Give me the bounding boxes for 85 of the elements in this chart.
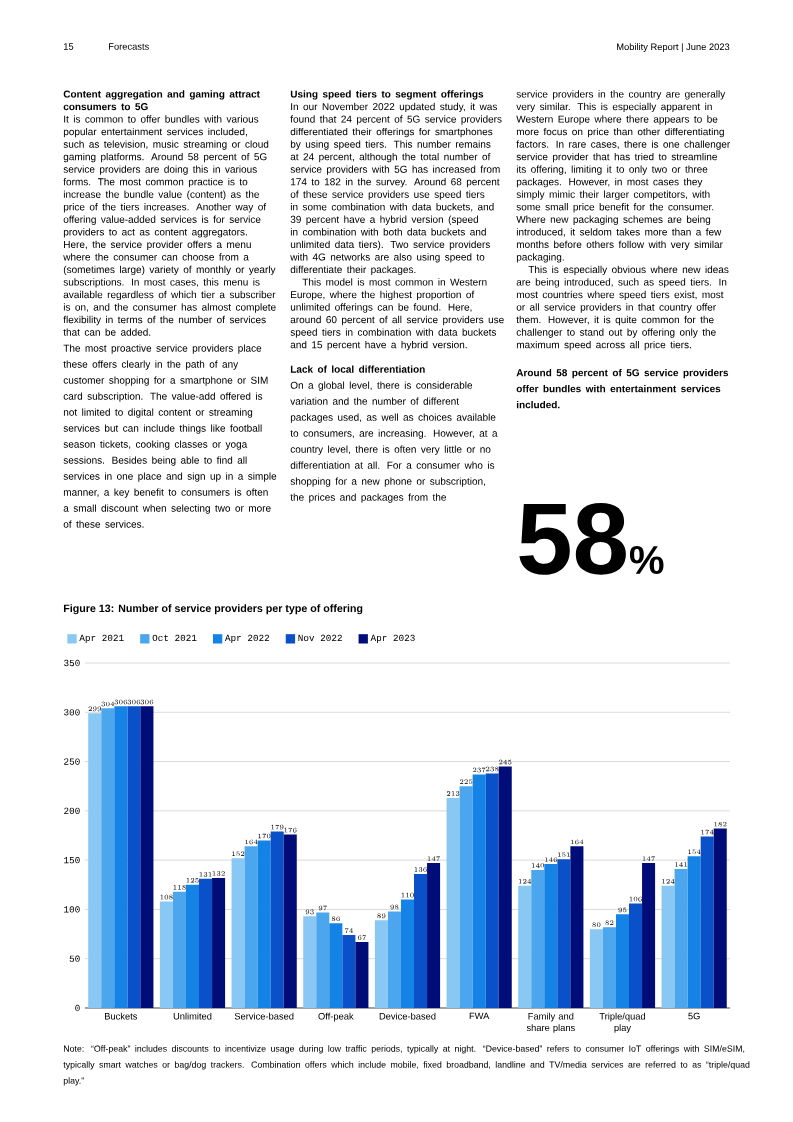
text: Note: “Off-peak” includes discounts to incentivize usage during low traffic periods, typically at night. “Device-based” refers to consumer IoT offerings with SIM/eSIM, typically smart watches or bag/dog trackers. Combination offers which include mobile, fixed broadband, landline and TV/media services are referred to as “triple/quad play.” bbox=[63, 1045, 750, 1086]
text: Content aggregation and gaming attract consumers to 5G bbox=[63, 90, 260, 111]
bar bbox=[270, 831, 284, 1008]
text: In our November 2022 updated study, it was found that 24 percent of 5G service providers differentiated their offerings for smartphones by using speed tiers. This number remains at 24 percent, although the total number of service providers with 5G has increased from 174 to 182 in the survey. Around 68 percent of these service providers use speed tiers in some combination with data buckets, and 39 percent have a hybrid version (speed in combination with both data buckets and unlimited data tiers). Two service providers with 4G networks are also using speed to differentiate their packages. bbox=[290, 102, 502, 276]
bar bbox=[244, 846, 258, 1008]
x-tick-label: FWA bbox=[469, 1012, 490, 1020]
bar bbox=[374, 920, 388, 1008]
legend-label: Apr 2021 bbox=[79, 634, 124, 643]
bar bbox=[88, 713, 102, 1008]
y-tick-label: 100 bbox=[64, 906, 80, 913]
bar bbox=[472, 774, 486, 1008]
bar bbox=[329, 923, 343, 1008]
text: % bbox=[629, 545, 664, 575]
bar bbox=[629, 903, 643, 1008]
bar bbox=[387, 911, 401, 1008]
bar bbox=[642, 863, 656, 1008]
text: On a global level, there is considerable variation and the number of different packages used, as well as choices available to consumers, are increasing. However, at a country level, there is often very little or no differentiation at all. For a consumer who is shopping for a new phone or subscription, the prices and packages from the bbox=[290, 381, 498, 503]
bar bbox=[427, 863, 441, 1008]
bar bbox=[414, 873, 428, 1008]
text: It is common to offer bundles with various popular entertainment services included, such as television, music streaming or cloud gaming platforms. Around 58 percent of 5G service providers are doing this in various forms. The most common practice is to increase the bundle value (content) as the price of the tiers increases. Another way of offering value-added services is for service providers to act as content aggregators. Here, the service provider offers a menu where the consumer can choose from a (sometimes large) variety of monthly or yearly subscriptions. In most cases, this menu is available regardless of which tier a subscriber is on, and the consumer has almost complete flexibility in terms of the number of services that can be added. bbox=[63, 115, 276, 336]
bar bbox=[687, 856, 701, 1008]
bar bbox=[159, 901, 173, 1008]
bar bbox=[557, 859, 571, 1008]
bar bbox=[199, 878, 213, 1008]
x-tick-label: Off-peak bbox=[318, 1012, 354, 1022]
legend-label: Apr 2022 bbox=[224, 634, 270, 643]
text: Forecasts bbox=[109, 43, 149, 50]
bar bbox=[602, 927, 616, 1008]
text: 58 bbox=[519, 502, 626, 575]
bar bbox=[498, 766, 512, 1008]
y-tick-label: 50 bbox=[69, 955, 80, 962]
legend-label: Nov 2022 bbox=[298, 634, 342, 642]
bar bbox=[342, 935, 356, 1008]
bar bbox=[531, 870, 545, 1008]
bar bbox=[570, 846, 584, 1008]
bar bbox=[140, 706, 154, 1008]
bar bbox=[101, 708, 115, 1008]
bar bbox=[459, 786, 473, 1008]
bar bbox=[303, 916, 317, 1008]
bar bbox=[589, 929, 603, 1008]
bar bbox=[185, 884, 200, 1008]
bar bbox=[518, 885, 532, 1008]
x-tick-label: Family and share plans bbox=[526, 1012, 575, 1033]
text: Mobility Report | June 2023 bbox=[617, 43, 730, 53]
legend-label: Oct 2021 bbox=[152, 634, 197, 642]
text: Around 58 percent of 5G service providers offer bundles with entertainment services included. bbox=[516, 368, 729, 409]
y-tick-label: 150 bbox=[64, 856, 80, 864]
text: Lack of local differentiation bbox=[290, 365, 425, 373]
chart-title: Figure 13: Number of service providers per type of offering bbox=[63, 604, 363, 615]
bar bbox=[661, 885, 675, 1008]
bar bbox=[172, 891, 186, 1008]
bar bbox=[231, 858, 245, 1008]
bar bbox=[713, 828, 727, 1008]
y-tick-label: 200 bbox=[64, 807, 80, 815]
x-tick-label: Service-based bbox=[234, 1012, 294, 1020]
bar bbox=[316, 912, 330, 1008]
x-tick-label: 5G bbox=[688, 1012, 700, 1020]
text: The most proactive service providers place these offers clearly in the path of any customer shopping for a smartphone or SIM card subscription. The value-add offered is not limited to digital content or streaming services but can include things like football season tickets, cooking classes or yoga sessions. Besides being able to find all services in one place and sign up in a simple manner, a key benefit to consumers is often a small discount when selecting two or more of these services. bbox=[63, 344, 277, 528]
bar bbox=[257, 840, 271, 1008]
x-tick-label: Buckets bbox=[105, 1012, 138, 1020]
text: This model is most common in Western Europe, where the highest proportion of unlimited offerings can be found. Here, around 60 percent of all service providers use speed tiers in combination with data buckets and 15 percent have a hybrid version. bbox=[290, 278, 504, 351]
text: Using speed tiers to segment offerings bbox=[290, 90, 484, 100]
x-tick-label: Device-based bbox=[379, 1012, 436, 1020]
bar bbox=[485, 773, 499, 1008]
bar bbox=[674, 869, 688, 1008]
y-tick-label: 250 bbox=[64, 758, 80, 765]
x-tick-label: Triple/quad play bbox=[599, 1012, 646, 1033]
legend-label: Apr 2023 bbox=[370, 634, 415, 643]
bar bbox=[283, 834, 297, 1008]
bar bbox=[446, 798, 460, 1008]
text: service providers in the country are generally very similar. This is especially apparent in Western Europe where there appears to be more focus on price than other differentiating factors. In rare cases, there is one challenger service provider that has tried to streamline its offering, limiting it to only two or three packages. However, in most cases they simply mimic their larger competitors, with some small price benefit for the consumer. Where new packaging schemes are being introduced, it seldom takes more than a few months before others follow with very similar packaging. bbox=[516, 90, 731, 263]
text: This is especially obvious where new ideas are being introduced, such as speed tiers. In most countries where speed tiers exist, most or all service providers in that country offer them. However, it is quite common for the challenger to stand out by offering only the maximum speed across all price tiers. bbox=[516, 265, 729, 351]
bar bbox=[355, 941, 369, 1008]
bar bbox=[700, 836, 714, 1008]
text: 15 bbox=[63, 43, 74, 50]
y-tick-label: 350 bbox=[64, 659, 80, 667]
bar bbox=[114, 706, 128, 1008]
bar bbox=[127, 706, 141, 1008]
x-tick-label: Unlimited bbox=[173, 1012, 212, 1020]
bar bbox=[615, 914, 630, 1008]
y-tick-label: 300 bbox=[64, 709, 80, 716]
bar bbox=[212, 877, 226, 1008]
y-tick-label: 0 bbox=[75, 1004, 80, 1012]
bar bbox=[544, 864, 558, 1008]
bar bbox=[400, 899, 415, 1008]
